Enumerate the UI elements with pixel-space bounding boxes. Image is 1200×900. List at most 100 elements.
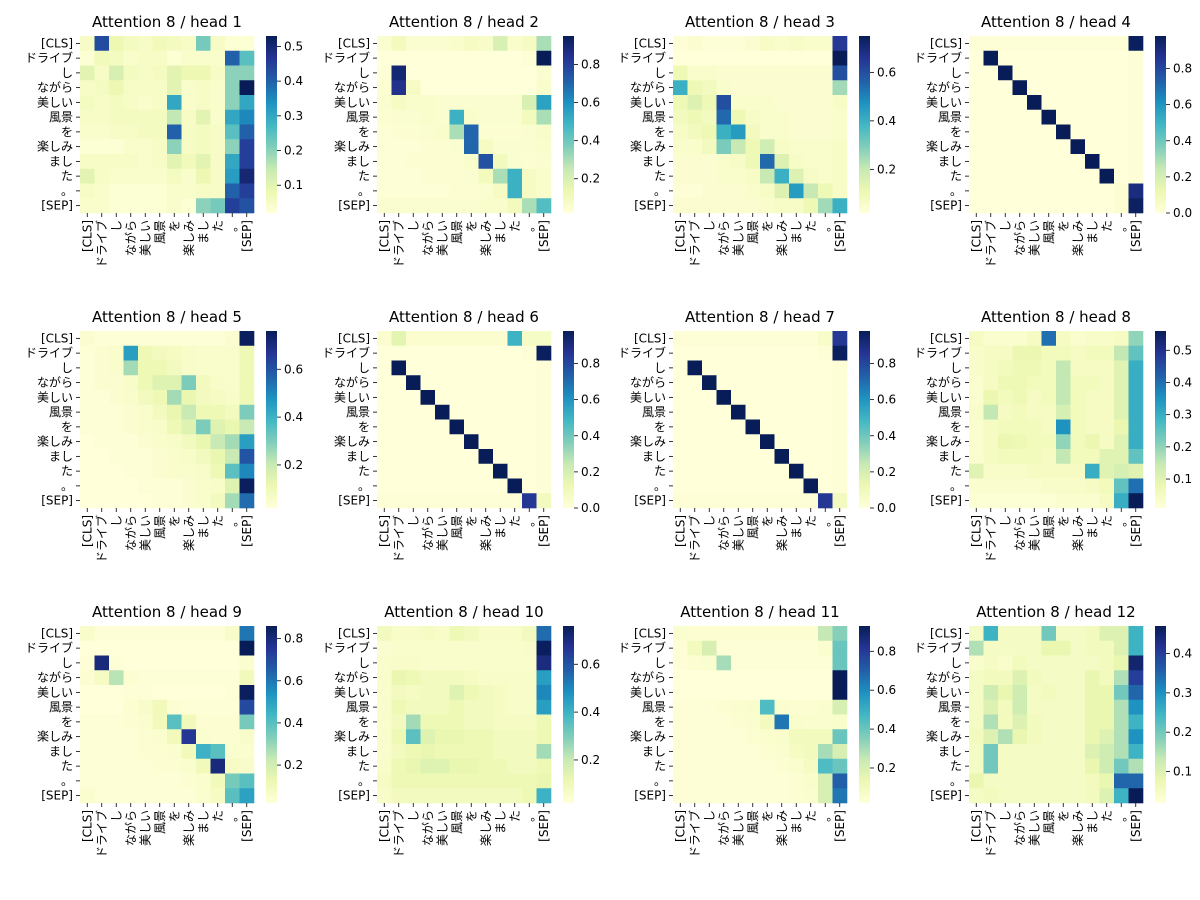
heatmap-cell <box>225 183 240 199</box>
heatmap-cell <box>1027 419 1042 435</box>
heatmap-cell <box>377 345 392 361</box>
heatmap-cell <box>181 390 197 406</box>
x-tick-label: [SEP] <box>240 810 254 842</box>
heatmap-cell <box>1041 434 1057 450</box>
heatmap-cell <box>789 65 804 81</box>
heatmap-cell <box>832 360 848 376</box>
heatmap-cell <box>507 419 523 435</box>
heatmap-cell <box>391 463 407 479</box>
heatmap-cell <box>167 183 182 199</box>
heatmap-cell <box>420 375 436 391</box>
heatmap-cell <box>522 729 537 745</box>
heatmap-cell <box>1027 331 1042 347</box>
heatmap-cell <box>818 714 833 730</box>
colorbar <box>563 36 574 213</box>
heatmap-cell <box>391 758 407 774</box>
heatmap-cell <box>377 434 392 450</box>
heatmap-cell <box>391 65 407 81</box>
heatmap-cell <box>832 434 848 450</box>
heatmap-cell <box>731 331 746 347</box>
heatmap-cell <box>449 390 465 406</box>
y-tick-label: た <box>654 464 666 478</box>
heatmap-cell <box>449 124 465 140</box>
heatmap-cell <box>716 375 732 391</box>
x-tick-label: し <box>702 220 716 232</box>
x-tick-label: 美しい <box>138 810 152 846</box>
heatmap-cell <box>239 198 255 214</box>
heatmap-cell <box>983 375 999 391</box>
heatmap-cell <box>210 478 226 494</box>
heatmap-cell <box>745 80 761 96</box>
heatmap-cell <box>420 758 436 774</box>
heatmap-cell <box>1041 640 1057 656</box>
y-tick-label: ドライブ <box>25 345 73 360</box>
heatmap-cell <box>983 729 999 745</box>
heatmap-cell <box>493 685 508 701</box>
heatmap-cell <box>138 434 153 450</box>
heatmap-cell <box>673 36 688 52</box>
colorbar-tick-label: 0.0 <box>877 501 896 515</box>
heatmap-cell <box>225 478 240 494</box>
heatmap-cell <box>239 139 255 155</box>
heatmap-cell <box>702 183 717 199</box>
heatmap-cell <box>998 124 1013 140</box>
heatmap-cell <box>1114 773 1129 789</box>
heatmap-cell <box>998 449 1013 465</box>
y-tick-label: 楽しみ <box>630 730 666 744</box>
heatmap-cell <box>803 331 819 347</box>
heatmap-cell <box>181 449 197 465</box>
heatmap-cell <box>507 139 523 155</box>
heatmap-cell <box>80 95 95 111</box>
heatmap-cell <box>80 493 95 509</box>
heatmap-cell <box>210 95 226 111</box>
x-tick-label: [CLS] <box>377 515 391 547</box>
heatmap-cell <box>1070 640 1086 656</box>
heatmap-cell <box>789 36 804 52</box>
heatmap-cell <box>745 154 761 170</box>
heatmap-cell <box>774 626 790 642</box>
heatmap-cell <box>789 154 804 170</box>
heatmap-cell <box>196 154 211 170</box>
heatmap-cell <box>760 404 775 420</box>
heatmap-cell <box>167 463 182 479</box>
heatmap-cell <box>536 331 552 347</box>
heatmap-cell <box>716 773 732 789</box>
heatmap-cell <box>377 331 392 347</box>
x-tick-label: 楽しみ <box>479 220 493 256</box>
heatmap-cell <box>225 80 240 96</box>
y-tick-label: 楽しみ <box>926 730 962 744</box>
colorbar-tick-label: 0.4 <box>581 429 600 443</box>
heatmap-cell <box>507 345 523 361</box>
heatmap-cell <box>702 773 717 789</box>
heatmap-cell <box>1114 449 1129 465</box>
colorbar-tick-label: 0.2 <box>284 458 303 472</box>
heatmap-cell <box>789 758 804 774</box>
heatmap-cell <box>1070 685 1086 701</box>
heatmap-cell <box>789 109 804 125</box>
heatmap-cell <box>731 758 746 774</box>
heatmap-cell <box>181 139 197 155</box>
x-tick-label: 。 <box>522 220 536 232</box>
heatmap-cell <box>1012 168 1028 184</box>
heatmap-cell <box>1027 345 1042 361</box>
heatmap-cell <box>998 788 1013 804</box>
heatmap-cell <box>391 345 407 361</box>
panel-title: Attention 8 / head 3 <box>685 13 835 31</box>
heatmap-cell <box>420 360 436 376</box>
heatmap-cell <box>1041 65 1057 81</box>
heatmap-cell <box>1056 729 1071 745</box>
heatmap-cell <box>716 183 732 199</box>
heatmap-cell <box>210 375 226 391</box>
heatmap-cell <box>1099 655 1115 671</box>
heatmap-cell <box>152 729 168 745</box>
heatmap-cell <box>818 463 833 479</box>
heatmap-cell <box>406 773 421 789</box>
heatmap-cell <box>522 198 537 214</box>
heatmap-cell <box>760 139 775 155</box>
heatmap-cell <box>167 95 182 111</box>
heatmap-cell <box>702 404 717 420</box>
heatmap-cell <box>687 124 703 140</box>
heatmap-cell <box>210 699 226 715</box>
heatmap-cell <box>406 139 421 155</box>
heatmap-cell <box>983 419 999 435</box>
